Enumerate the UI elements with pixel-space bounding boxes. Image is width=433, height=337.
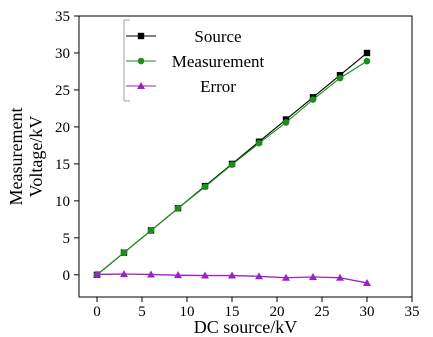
- series-layer: [93, 49, 371, 286]
- x-axis-label: DC source/kV: [194, 317, 297, 337]
- x-tick-label: 15: [225, 304, 240, 320]
- data-point-error: [255, 272, 263, 280]
- data-point-error: [363, 278, 371, 286]
- legend-swatch-marker: [137, 82, 145, 89]
- y-tick-label: 10: [55, 194, 70, 210]
- data-point-measurement: [282, 119, 290, 126]
- legend-label-source: Source: [194, 27, 241, 46]
- series-measurement: [93, 57, 371, 279]
- data-point-measurement: [309, 96, 317, 103]
- data-point-measurement: [201, 183, 209, 191]
- y-tick-label: 25: [55, 83, 70, 99]
- data-point-error: [120, 270, 128, 278]
- data-point-error: [201, 271, 209, 279]
- plot-frame: [78, 15, 413, 298]
- legend-label-measurement: Measurement: [172, 52, 265, 71]
- data-point-error: [93, 270, 101, 278]
- x-tick-label: 10: [180, 304, 195, 320]
- legend-swatch-marker: [137, 57, 145, 65]
- y-tick-label: 30: [55, 46, 70, 62]
- x-tick-label: 0: [93, 304, 101, 320]
- x-tick-label: 30: [360, 304, 375, 320]
- y-tick-label: 20: [55, 120, 70, 136]
- data-point-measurement: [363, 57, 371, 65]
- y-tick-label: 35: [55, 9, 70, 25]
- x-tick-label: 25: [315, 304, 330, 320]
- x-tick-label: 35: [405, 304, 420, 320]
- data-point-error: [228, 271, 236, 279]
- axes: 0 5 10 15 20 25 30 35 0 5 10 15 20 25 30 35: [55, 9, 420, 320]
- y-axis-label-line-1: Measurement: [6, 108, 26, 206]
- legend-label-error: Error: [200, 77, 236, 96]
- series-error: [93, 270, 371, 286]
- y-tick-label: 15: [55, 157, 70, 173]
- data-point-error: [336, 273, 344, 281]
- legend: Source Measurement Error: [123, 19, 265, 102]
- data-point-measurement: [147, 227, 155, 234]
- data-point-error: [309, 273, 317, 281]
- y-axis-label-line-2: Voltage/kV: [26, 116, 46, 198]
- y-tick-label: 0: [63, 268, 71, 284]
- x-tick-label: 5: [138, 304, 146, 320]
- data-point-measurement: [120, 249, 128, 256]
- data-point-measurement: [228, 161, 236, 168]
- y-tick-label: 5: [63, 231, 71, 247]
- legend-swatch-marker: [137, 32, 145, 40]
- data-point-measurement: [174, 204, 182, 212]
- data-point-measurement: [255, 139, 263, 147]
- axis-labels: DC source/kV Measurement Voltage/kV: [6, 108, 297, 337]
- data-point-measurement: [336, 74, 344, 82]
- data-point-error: [282, 273, 290, 281]
- data-point-error: [174, 271, 182, 279]
- data-point-error: [147, 270, 155, 278]
- data-point-source: [363, 49, 371, 57]
- x-tick-label: 20: [270, 304, 285, 320]
